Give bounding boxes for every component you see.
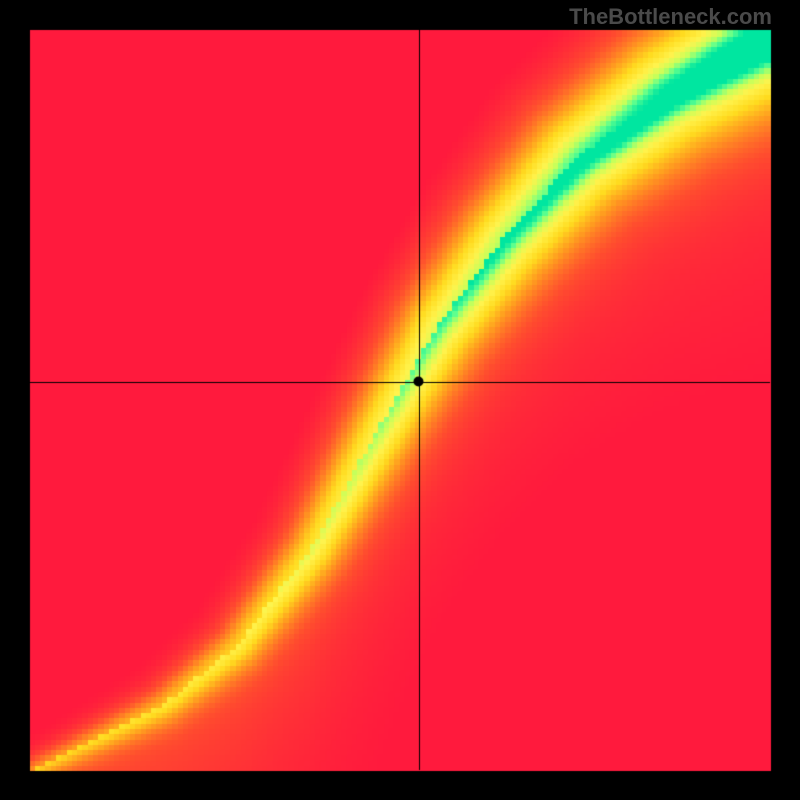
chart-container: TheBottleneck.com <box>0 0 800 800</box>
bottleneck-heatmap <box>0 0 800 800</box>
